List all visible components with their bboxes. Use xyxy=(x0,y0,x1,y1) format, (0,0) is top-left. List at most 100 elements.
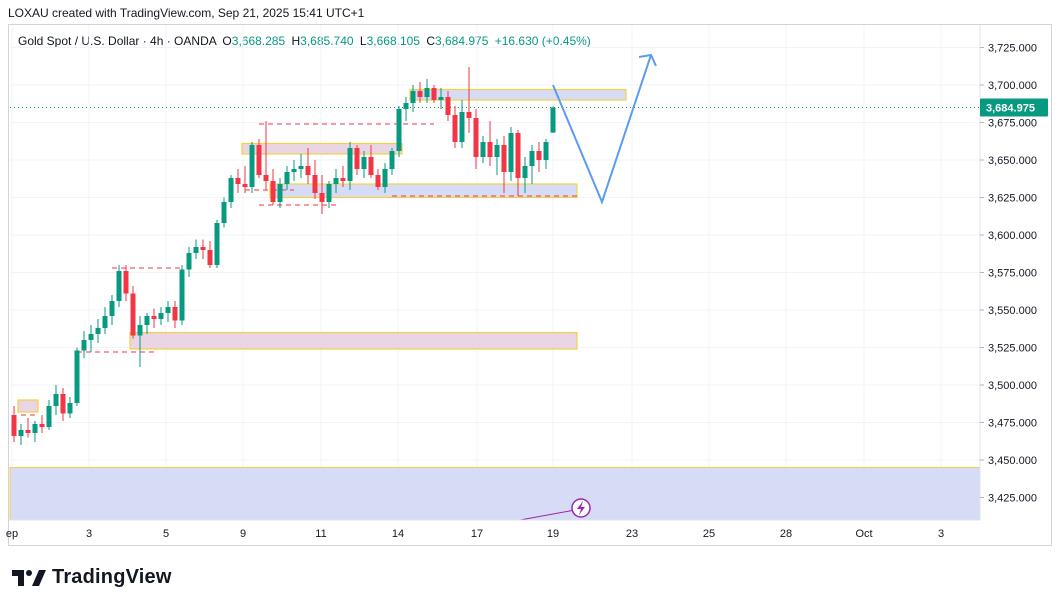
candle-body xyxy=(550,107,556,133)
candle-body xyxy=(109,301,115,316)
candle-body xyxy=(340,178,346,181)
candle-body xyxy=(417,91,423,97)
price-zone xyxy=(129,331,578,350)
y-tick-label: 3,700.000 xyxy=(988,80,1037,92)
x-tick-label: Oct xyxy=(855,528,872,540)
candle-body xyxy=(515,133,521,178)
x-tick-label: 19 xyxy=(547,528,559,540)
x-tick-label: 28 xyxy=(780,528,792,540)
candle-body xyxy=(249,145,255,187)
candle-body xyxy=(305,166,311,175)
x-tick-label: 3 xyxy=(938,528,944,540)
candle-body xyxy=(522,166,528,178)
symbol-label[interactable]: Gold Spot / U.S. Dollar · 4h · OANDA xyxy=(18,34,217,48)
price-zone xyxy=(409,88,627,101)
candle-body xyxy=(424,88,430,97)
change-value: +16.630 (+0.45%) xyxy=(494,34,591,48)
y-tick-label: 3,425.000 xyxy=(988,493,1037,505)
y-tick-label: 3,475.000 xyxy=(988,418,1037,430)
lightning-icon xyxy=(577,501,585,515)
candle-body xyxy=(235,178,241,184)
candle-body xyxy=(291,169,297,172)
price-zone xyxy=(269,183,578,199)
x-tick-label: 11 xyxy=(315,528,326,540)
candle-body xyxy=(347,148,353,181)
candle-body xyxy=(368,157,374,175)
x-tick-label: 25 xyxy=(703,528,715,540)
candle-body xyxy=(494,145,500,157)
y-tick-label: 3,600.000 xyxy=(988,230,1037,242)
close-value: 3,684.975 xyxy=(435,34,489,48)
y-tick-label: 3,575.000 xyxy=(988,268,1037,280)
candle-body xyxy=(18,430,24,436)
candle-body xyxy=(207,250,213,265)
candle-body xyxy=(354,148,360,169)
candle-body xyxy=(123,271,129,294)
candle-body xyxy=(396,109,402,151)
candle-body xyxy=(74,350,80,403)
candle-body xyxy=(466,112,472,118)
event-marker-lightning-icon xyxy=(519,498,591,521)
support-zone-bottom xyxy=(9,467,981,521)
candle-body xyxy=(214,223,220,265)
candle-body xyxy=(382,169,388,187)
open-value: 3,668.285 xyxy=(231,34,286,48)
y-tick-label: 3,725.000 xyxy=(988,43,1037,55)
candle-body xyxy=(53,394,59,406)
high-label: H xyxy=(291,34,301,48)
candle-body xyxy=(319,193,325,202)
high-value: 3,685.740 xyxy=(300,34,354,48)
x-tick-label: 23 xyxy=(626,528,638,540)
x-tick-label: 5 xyxy=(163,528,169,540)
tradingview-brand: TradingView xyxy=(12,566,172,589)
candle-body xyxy=(242,184,248,187)
candle-body xyxy=(116,271,122,301)
candle-body xyxy=(459,112,465,142)
candle-body xyxy=(95,328,101,334)
candle-body xyxy=(298,166,304,169)
candle-body xyxy=(60,394,66,414)
chart-credit: LOXAU created with TradingView.com, Sep … xyxy=(8,6,365,20)
candle-body xyxy=(39,424,45,427)
chart-frame xyxy=(8,24,1052,546)
x-tick-label: 3 xyxy=(86,528,92,540)
candle-body xyxy=(284,172,290,184)
candle-body xyxy=(88,334,94,340)
candle-body xyxy=(179,269,185,321)
candle-body xyxy=(487,142,493,157)
candle-body xyxy=(508,133,514,172)
candle-body xyxy=(501,145,507,172)
low-label: L xyxy=(359,34,367,48)
candle-body xyxy=(200,247,206,250)
close-label: C xyxy=(426,34,435,48)
projection-arrow-head xyxy=(638,53,657,67)
y-tick-label: 3,525.000 xyxy=(988,343,1037,355)
candle-body xyxy=(529,151,535,166)
x-tick-label: 17 xyxy=(471,528,483,540)
candle-body xyxy=(193,247,199,253)
y-tick-label: 3,675.000 xyxy=(988,118,1037,130)
candle-body xyxy=(165,307,171,313)
y-tick-label: 3,650.000 xyxy=(988,155,1037,167)
candle-body xyxy=(158,313,164,319)
open-label: O xyxy=(222,34,232,48)
candle-body xyxy=(263,175,269,181)
x-tick-label: ep xyxy=(6,528,18,540)
candle-body xyxy=(361,157,367,169)
candle-body xyxy=(438,97,444,100)
candle-body xyxy=(445,97,451,115)
y-tick-label: 3,625.000 xyxy=(988,193,1037,205)
candle-body xyxy=(270,181,276,202)
candle-body xyxy=(452,115,458,142)
candle-body xyxy=(81,340,87,351)
candle-body xyxy=(326,184,332,202)
candle-body xyxy=(480,142,486,157)
candle-body xyxy=(102,316,108,328)
candle-body xyxy=(221,202,227,223)
event-marker-stem xyxy=(519,509,576,521)
y-tick-label: 3,550.000 xyxy=(988,305,1037,317)
candle-body xyxy=(312,175,318,193)
candle-body xyxy=(46,406,52,427)
tradingview-logo-icon xyxy=(12,569,46,586)
